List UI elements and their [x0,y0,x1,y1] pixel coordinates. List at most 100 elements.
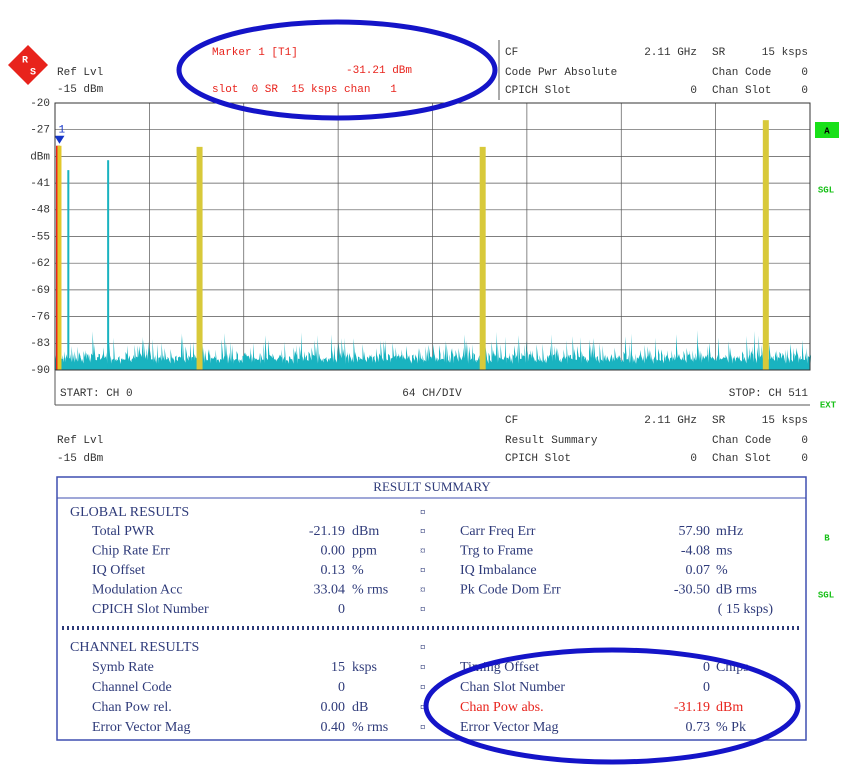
result-label: Pk Code Dom Err [460,583,561,598]
start: START: CH 0 [60,388,133,400]
marker [54,135,65,144]
chan-slot-value: 0 [801,453,808,465]
trace-a: A [824,126,830,136]
result-unit: dBm [352,524,379,539]
result-value: 57.90 [679,524,711,539]
plot-frame [54,102,811,371]
result-unit: % rms [352,720,388,735]
marker-label: 1 [58,125,65,137]
result-unit: mHz [716,524,743,539]
noise-floor [55,330,811,370]
ext: EXT [820,400,837,410]
logo: R S [8,45,48,85]
result-label: Modulation Acc [92,583,183,598]
result-unit: % [352,563,364,578]
separator: ¤ [420,507,426,519]
result-label: Chan Pow abs. [460,700,544,715]
trace-a-box [815,122,839,138]
result-label: IQ Offset [92,563,145,578]
marker-value: -31.21 dBm [346,65,412,77]
sr: SR [712,47,726,59]
separator: ¤ [420,584,426,596]
chan-slot: Chan Slot [712,453,771,465]
result-value: ( 15 ksps) [718,602,774,617]
y-tick-label: -76 [30,312,50,324]
chan-slot: Chan Slot [712,85,771,97]
marker-info: slot 0 SR 15 ksps chan 1 [212,84,397,96]
result-unit: % Pk [716,720,746,735]
result-unit: dB [352,700,368,715]
result-label: Trg to Frame [460,544,533,559]
y-tick-label: -90 [30,365,50,377]
bar [479,146,486,370]
chan-slot-value: 0 [801,85,808,97]
result-value: 0 [338,602,345,617]
result-label: Chip Rate Err [92,544,170,559]
result-value: 0.07 [686,563,711,578]
result-value: 15 [331,660,345,675]
result-value: 0.13 [321,563,346,578]
result-value: 0 [703,680,710,695]
ref-lvl: Ref Lvl [57,67,103,79]
result-label: Error Vector Mag [92,720,191,735]
result-label: Timing Offset [460,660,539,675]
mode: Result Summary [505,435,598,447]
sr-value: 15 ksps [762,47,808,59]
y-tick-label: -48 [30,205,50,217]
mode: Code Pwr Absolute [505,67,617,79]
result-value: 0 [338,680,345,695]
ref-value: -15 dBm [57,84,104,96]
result-label: Chan Pow rel. [92,700,172,715]
cf: CF [505,47,518,59]
separator: ¤ [420,604,426,616]
highlight [423,647,801,765]
result-label: Symb Rate [92,660,154,675]
separator: ¤ [420,526,426,538]
result-label: CPICH Slot Number [92,602,209,617]
bar [107,160,110,370]
marker-title: Marker 1 [T1] [212,47,298,59]
result-unit: ppm [352,544,377,559]
cpich-slot: CPICH Slot [505,85,571,97]
result-value: -31.19 [674,700,710,715]
logo-glyph: R [22,56,28,67]
result-value: 0.00 [321,544,346,559]
result-unit: ms [716,544,732,559]
stop: STOP: CH 511 [729,388,809,400]
section-title: GLOBAL RESULTS [70,505,189,520]
result-value: 0.00 [321,700,346,715]
ref-value: -15 dBm [57,453,104,465]
y-tick-label: -27 [30,125,50,137]
result-label: Error Vector Mag [460,720,559,735]
separator: ¤ [420,682,426,694]
result-box [56,476,807,741]
separator: ¤ [420,702,426,714]
chan-code-value: 0 [801,435,808,447]
chan-code: Chan Code [712,435,771,447]
y-tick-label: -20 [30,98,50,110]
trace-b: B [824,533,830,543]
ch-div: 64 CH/DIV [402,388,462,400]
sgl: SGL [818,185,834,195]
chan-code-value: 0 [801,67,808,79]
result-value: 0 [703,660,710,675]
cf: CF [505,415,518,427]
cpich-slot-value: 0 [690,453,697,465]
highlight [176,19,498,121]
result-unit: % [716,563,728,578]
y-tick-label: dBm [30,151,50,163]
result-value: -30.50 [674,583,710,598]
result-value: 0.73 [686,720,711,735]
cpich-slot: CPICH Slot [505,453,571,465]
logo-glyph: S [30,68,36,79]
result-label: Carr Freq Err [460,524,536,539]
bar [196,146,203,370]
ref-lvl: Ref Lvl [57,435,103,447]
result-table: GLOBAL RESULTS ¤ Total PWR -21.19 dBm Carr Fr… [70,505,773,735]
sgl: SGL [818,590,834,600]
result-value: 33.04 [314,583,346,598]
result-unit: % rms [352,583,388,598]
result-title: RESULT SUMMARY [373,479,491,494]
